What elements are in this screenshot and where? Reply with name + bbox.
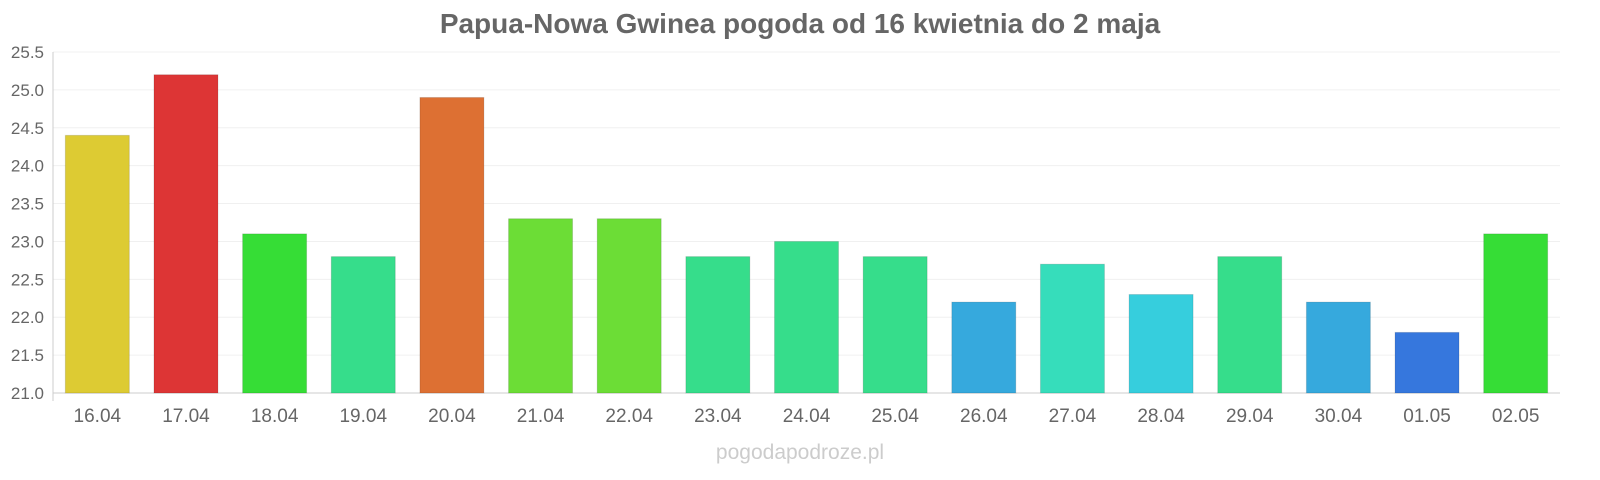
x-tick-label: 02.05 (1492, 406, 1540, 427)
bar-20.04[interactable] (419, 96, 485, 394)
bar-21.04[interactable] (508, 218, 574, 394)
bar-22.04[interactable] (596, 218, 662, 394)
y-tick-label: 24.0 (11, 157, 44, 176)
y-tick-label: 23.0 (11, 232, 44, 251)
y-tick-label: 25.0 (11, 81, 44, 100)
y-tick-label: 21.5 (11, 346, 44, 365)
y-tick-label: 24.5 (11, 119, 44, 138)
bar-29.04[interactable] (1217, 256, 1283, 394)
x-tick-label: 28.04 (1137, 406, 1185, 427)
bar-01.05[interactable] (1394, 331, 1460, 394)
x-tick-label: 17.04 (162, 406, 210, 427)
x-tick-label: 27.04 (1049, 406, 1097, 427)
y-tick-label: 21.0 (11, 384, 44, 403)
x-tick-label: 20.04 (428, 406, 476, 427)
x-tick-label: 26.04 (960, 406, 1008, 427)
x-tick-label: 16.04 (74, 406, 122, 427)
bar-28.04[interactable] (1128, 293, 1194, 394)
x-tick-label: 23.04 (694, 406, 742, 427)
bar-19.04[interactable] (330, 256, 396, 394)
x-tick-label: 25.04 (871, 406, 919, 427)
bar-25.04[interactable] (862, 256, 928, 394)
y-tick-label: 25.5 (11, 43, 44, 62)
bar-18.04[interactable] (242, 233, 308, 394)
x-tick-label: 19.04 (339, 406, 387, 427)
y-tick-label: 22.0 (11, 308, 44, 327)
x-tick-label: 18.04 (251, 406, 299, 427)
bar-27.04[interactable] (1039, 263, 1105, 394)
x-tick-label: 24.04 (783, 406, 831, 427)
bar-23.04[interactable] (685, 256, 751, 394)
x-tick-label: 21.04 (517, 406, 565, 427)
bar-16.04[interactable] (64, 134, 130, 394)
bar-30.04[interactable] (1305, 301, 1371, 394)
bar-24.04[interactable] (774, 240, 839, 394)
bar-26.04[interactable] (951, 301, 1017, 394)
y-tick-label: 22.5 (11, 270, 44, 289)
bar-17.04[interactable] (153, 74, 219, 394)
y-tick-label: 23.5 (11, 195, 44, 214)
bar-02.05[interactable] (1483, 233, 1549, 394)
watermark: pogodapodroze.pl (715, 441, 885, 464)
x-tick-label: 30.04 (1315, 406, 1363, 427)
x-tick-label: 29.04 (1226, 406, 1274, 427)
x-tick-label: 22.04 (605, 406, 653, 427)
x-tick-label: 01.05 (1403, 406, 1451, 427)
chart-title: Papua-Nowa Gwinea pogoda od 16 kwietnia … (439, 8, 1161, 39)
